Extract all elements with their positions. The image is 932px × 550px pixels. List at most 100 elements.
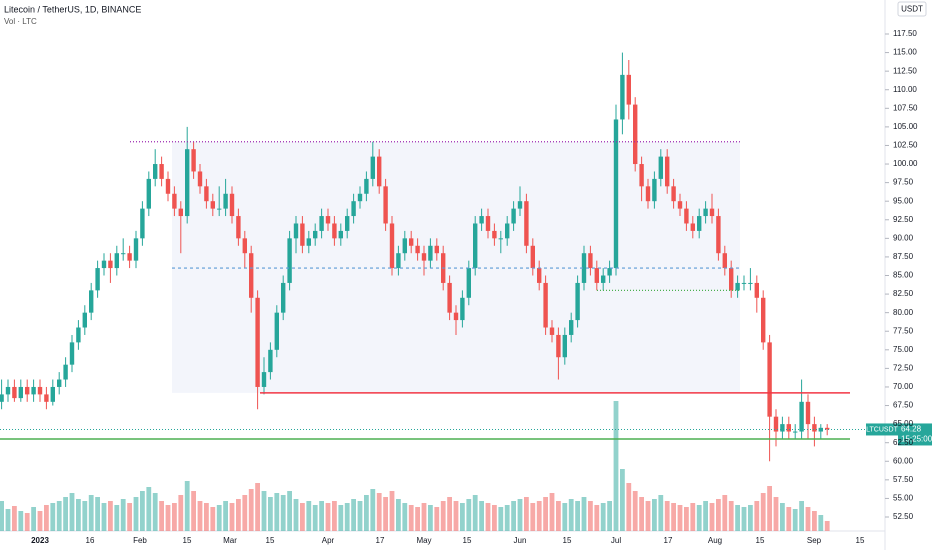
y-tick-label: 85.00 — [893, 271, 914, 280]
volume-bar — [197, 501, 203, 531]
volume-bar — [824, 521, 830, 531]
candle-body — [652, 178, 657, 202]
candle-body — [697, 216, 702, 231]
currency-box[interactable] — [897, 1, 927, 17]
volume-bar — [805, 507, 811, 531]
volume-bar — [152, 493, 158, 531]
volume-bar — [658, 495, 664, 531]
candle-body — [530, 245, 535, 269]
volume-bar — [786, 507, 792, 531]
volume-bar — [792, 509, 798, 531]
candle-body — [773, 416, 779, 432]
volume-bar — [255, 483, 260, 531]
x-tick-label: 17 — [376, 536, 385, 545]
candle-body — [185, 149, 190, 217]
candle-body — [127, 253, 132, 261]
volume-bar — [280, 495, 286, 531]
candle-body — [370, 156, 375, 179]
volume-bar — [773, 497, 779, 531]
volume-bar — [261, 491, 267, 531]
volume-bar — [165, 505, 171, 531]
y-tick-label: 112.50 — [893, 66, 917, 75]
candle-body — [677, 201, 683, 209]
candle-body — [383, 186, 388, 224]
volume-bar — [594, 505, 600, 531]
x-tick-label: 15 — [756, 536, 765, 545]
volume-bar — [722, 495, 728, 531]
candle-body — [300, 223, 305, 246]
volume-bar — [645, 501, 651, 531]
candle-body — [82, 312, 87, 328]
candle-body — [729, 268, 734, 291]
volume-bar — [344, 503, 350, 531]
volume-bar — [735, 505, 740, 531]
candle-body — [741, 282, 747, 284]
candle-body — [389, 223, 395, 269]
candle-body — [76, 327, 81, 343]
volume-bar — [812, 511, 817, 531]
y-tick-label: 60.00 — [893, 456, 914, 465]
volume-bar — [210, 507, 216, 531]
candle-body — [325, 216, 331, 224]
y-tick-label: 62.50 — [893, 438, 914, 447]
volume-bar — [703, 501, 708, 531]
volume-bar — [101, 503, 107, 531]
volume-bar — [140, 491, 145, 531]
volume-bar — [460, 503, 465, 531]
volume-bar — [690, 503, 696, 531]
candle-body — [639, 164, 644, 187]
candle-body — [140, 208, 145, 239]
volume-bar — [600, 503, 606, 531]
candle-body — [780, 424, 785, 432]
candle-body — [95, 268, 100, 291]
candle-body — [306, 238, 311, 246]
volume-bar — [639, 497, 644, 531]
candle-body — [466, 268, 471, 298]
candle-body — [626, 74, 631, 105]
candle-body — [217, 208, 222, 210]
volume-bar — [517, 499, 523, 531]
volume-bar — [562, 503, 568, 531]
candle-body — [44, 394, 49, 402]
candle-body — [485, 216, 491, 231]
candle-body — [588, 253, 593, 269]
candle-body — [479, 216, 484, 224]
candle-body — [31, 386, 36, 395]
candle-body — [153, 164, 158, 179]
volume-bar — [293, 499, 299, 531]
candle-body — [255, 297, 260, 387]
x-tick-label: 15 — [563, 536, 572, 545]
volume-bar — [632, 491, 638, 531]
candle-body — [671, 186, 676, 202]
y-tick-label: 110.00 — [893, 85, 917, 94]
candle-body — [716, 216, 721, 254]
volume-bar — [76, 499, 81, 531]
candle-body — [428, 245, 433, 261]
volume-bar — [56, 501, 62, 531]
volume-bar — [108, 501, 113, 531]
x-tick-label: 15 — [183, 536, 192, 545]
candle-body — [287, 238, 292, 283]
volume-bar — [389, 491, 395, 531]
candle-body — [453, 312, 459, 321]
candle-body — [319, 216, 324, 231]
candle-body — [25, 386, 30, 395]
volume-bar — [716, 499, 721, 531]
candle-body — [735, 282, 740, 291]
candle-body — [402, 238, 407, 254]
candle-body — [249, 253, 254, 298]
volume-bar — [82, 501, 88, 531]
candle-body — [805, 401, 811, 425]
x-tick-label: Aug — [708, 536, 722, 545]
volume-bar — [767, 486, 772, 531]
candle-body — [517, 201, 523, 209]
volume-bar — [223, 501, 228, 531]
volume-bar — [24, 513, 30, 531]
currency[interactable]: USDT — [901, 5, 923, 14]
candle-body — [767, 342, 772, 417]
y-tick-label: 90.00 — [893, 233, 914, 242]
candle-body — [722, 253, 727, 269]
volume-bar — [536, 501, 542, 531]
candle-body — [492, 230, 497, 239]
candle-body — [607, 268, 612, 276]
